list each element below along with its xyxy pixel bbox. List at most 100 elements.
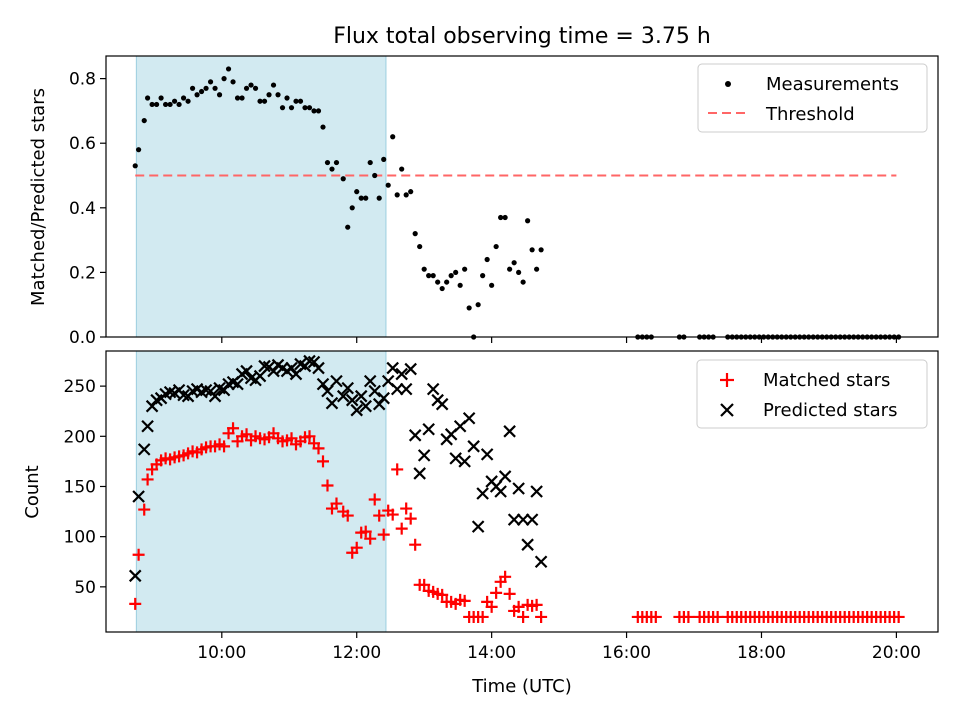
measurement-point — [385, 182, 391, 188]
measurement-point — [493, 243, 499, 250]
predicted-point — [163, 385, 177, 399]
measurement-point — [279, 105, 286, 111]
measurement-point — [311, 108, 317, 114]
measurement-point — [529, 247, 535, 253]
measurement-point — [475, 302, 481, 308]
matched-point — [485, 600, 498, 613]
measurement-point — [145, 95, 151, 101]
top-y-axis: 0.0 0.2 0.4 0.6 0.8 — [69, 70, 106, 348]
measurement-point — [435, 279, 441, 285]
matched-point — [368, 493, 381, 506]
matched-point — [359, 525, 372, 538]
predicted-point — [467, 440, 480, 453]
measurement-point — [212, 85, 218, 91]
measurement-point — [185, 98, 191, 104]
measurement-point — [376, 195, 382, 201]
matched-point — [418, 578, 431, 591]
matched-point — [330, 497, 343, 510]
measurement-point — [372, 172, 378, 179]
predicted-point — [231, 377, 244, 391]
matched-point — [240, 428, 253, 441]
measurement-point — [136, 147, 142, 153]
matched-point — [303, 430, 316, 443]
measurement-point — [354, 189, 360, 195]
predicted-point — [449, 452, 462, 465]
measurement-point — [207, 79, 214, 85]
measurement-point — [243, 85, 250, 91]
predicted-point — [503, 425, 516, 438]
predicted-point — [208, 389, 222, 403]
measurement-point — [358, 195, 364, 201]
measurement-point — [430, 273, 436, 279]
measurement-point — [176, 101, 182, 108]
bottom-legend: Matched stars Predicted stars — [696, 359, 928, 429]
x-tick-label: 18:00 — [737, 643, 786, 663]
measurement-point — [203, 85, 209, 91]
x-tick-label: 14:00 — [467, 643, 516, 663]
predicted-point — [312, 361, 325, 375]
bottom-legend-box — [696, 359, 928, 429]
predicted-point — [426, 382, 440, 396]
measurement-point — [149, 101, 155, 108]
matched-point — [285, 432, 298, 445]
measurement-point — [158, 95, 164, 101]
predicted-point — [368, 384, 381, 398]
predicted-point — [525, 513, 539, 526]
matched-point — [316, 455, 329, 468]
measurement-point — [324, 159, 331, 166]
predicted-point — [534, 555, 548, 569]
predicted-point — [422, 423, 435, 436]
measurement-point — [394, 192, 400, 198]
legend-threshold-label: Threshold — [765, 104, 855, 125]
bottom-plot-frame — [105, 350, 939, 633]
predicted-point — [413, 467, 426, 480]
measurement-point — [315, 108, 322, 114]
predicted-point — [462, 411, 476, 425]
predicted-point — [359, 399, 372, 413]
measurement-point — [466, 305, 472, 311]
predicted-point — [321, 384, 334, 398]
predicted-point — [350, 403, 364, 417]
matched-point — [490, 586, 503, 599]
matched-point — [530, 598, 543, 611]
predicted-point — [395, 367, 408, 381]
predicted-point — [386, 361, 399, 375]
measurement-point — [403, 192, 409, 198]
matched-point — [129, 597, 142, 610]
predicted-point — [341, 381, 355, 395]
measurement-point — [448, 273, 454, 279]
matched-point — [227, 422, 240, 435]
legend-predicted-label: Predicted stars — [763, 400, 897, 421]
predicted-point — [530, 485, 543, 498]
predicted-point — [336, 389, 350, 403]
measurement-point — [333, 159, 340, 166]
legend-matched-marker — [720, 373, 734, 387]
measurement-point — [162, 101, 169, 108]
measurement-point — [511, 260, 517, 266]
predicted-point — [345, 393, 359, 407]
measurement-point — [270, 82, 277, 88]
measurement-point — [408, 189, 414, 195]
measurement-point — [225, 66, 232, 72]
top-y-tick-label: 0.6 — [69, 134, 96, 154]
matched-point — [386, 508, 399, 521]
measurement-point — [538, 247, 544, 253]
measurement-point — [194, 92, 200, 98]
measurement-point — [180, 95, 187, 101]
matched-point — [409, 538, 422, 551]
predicted-point — [258, 359, 271, 373]
legend-measurements-marker — [725, 81, 731, 87]
matched-point — [377, 528, 390, 541]
top-x-ticks — [221, 337, 898, 343]
predicted-point — [316, 377, 330, 391]
measurement-point — [234, 95, 241, 101]
predicted-point — [363, 374, 377, 388]
measurement-point — [349, 205, 355, 211]
measurement-point — [297, 98, 304, 104]
top-legend: Measurements Threshold — [697, 63, 928, 133]
measurement-point — [230, 79, 236, 85]
measurement-point — [498, 214, 504, 221]
matched-point — [512, 600, 525, 613]
measurement-point — [484, 256, 490, 263]
matched-point — [364, 532, 377, 545]
